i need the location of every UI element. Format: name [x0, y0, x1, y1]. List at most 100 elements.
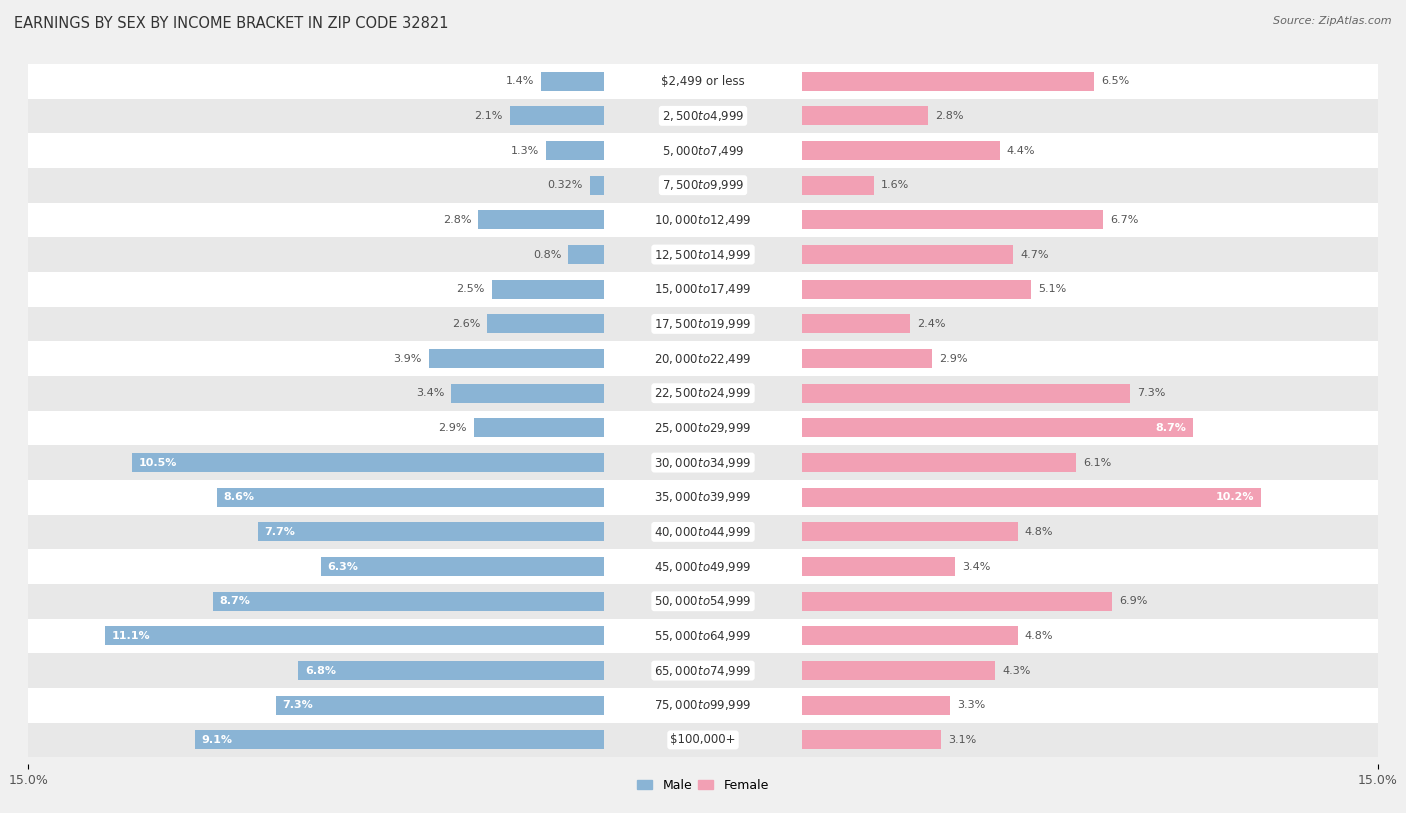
Bar [28, 307, 1378, 341]
Text: $75,000 to $99,999: $75,000 to $99,999 [654, 698, 752, 712]
Text: $40,000 to $44,999: $40,000 to $44,999 [654, 525, 752, 539]
Text: 2.8%: 2.8% [935, 111, 963, 121]
Bar [801, 730, 942, 750]
Bar [132, 453, 605, 472]
Text: $5,000 to $7,499: $5,000 to $7,499 [662, 144, 744, 158]
Text: 4.8%: 4.8% [1025, 631, 1053, 641]
Text: $30,000 to $34,999: $30,000 to $34,999 [654, 455, 752, 470]
Text: 1.3%: 1.3% [510, 146, 538, 155]
Bar [28, 688, 1378, 723]
Bar [801, 696, 950, 715]
Text: 6.3%: 6.3% [328, 562, 359, 572]
Bar [589, 176, 605, 195]
Text: 7.7%: 7.7% [264, 527, 295, 537]
Bar [28, 723, 1378, 757]
Text: $35,000 to $39,999: $35,000 to $39,999 [654, 490, 752, 504]
Text: $65,000 to $74,999: $65,000 to $74,999 [654, 663, 752, 677]
Bar [801, 349, 932, 368]
Text: 3.1%: 3.1% [948, 735, 976, 745]
Text: $55,000 to $64,999: $55,000 to $64,999 [654, 629, 752, 643]
Text: $15,000 to $17,499: $15,000 to $17,499 [654, 282, 752, 296]
Bar [28, 446, 1378, 480]
Text: $25,000 to $29,999: $25,000 to $29,999 [654, 421, 752, 435]
Text: 2.8%: 2.8% [443, 215, 471, 225]
Text: 3.3%: 3.3% [957, 700, 986, 711]
Text: $20,000 to $22,499: $20,000 to $22,499 [654, 351, 752, 366]
Text: 5.1%: 5.1% [1038, 285, 1066, 294]
Bar [801, 72, 1094, 91]
Text: 6.8%: 6.8% [305, 666, 336, 676]
Bar [28, 654, 1378, 688]
Bar [801, 661, 995, 680]
Bar [509, 107, 605, 125]
Bar [801, 107, 928, 125]
Text: 10.2%: 10.2% [1216, 492, 1254, 502]
Bar [28, 167, 1378, 202]
Bar [801, 592, 1112, 611]
Bar [28, 515, 1378, 550]
Text: 2.9%: 2.9% [439, 423, 467, 433]
Legend: Male, Female: Male, Female [633, 774, 773, 797]
Text: $100,000+: $100,000+ [671, 733, 735, 746]
Bar [568, 245, 605, 264]
Bar [217, 488, 605, 506]
Bar [276, 696, 605, 715]
Text: Source: ZipAtlas.com: Source: ZipAtlas.com [1274, 16, 1392, 26]
Text: 8.7%: 8.7% [219, 596, 250, 606]
Text: 9.1%: 9.1% [201, 735, 232, 745]
Text: 2.1%: 2.1% [474, 111, 503, 121]
Text: 3.4%: 3.4% [962, 562, 990, 572]
Bar [212, 592, 605, 611]
Bar [541, 72, 605, 91]
Bar [104, 626, 605, 646]
Text: 10.5%: 10.5% [138, 458, 177, 467]
Text: $10,000 to $12,499: $10,000 to $12,499 [654, 213, 752, 227]
Bar [28, 480, 1378, 515]
Text: $2,499 or less: $2,499 or less [661, 75, 745, 88]
Text: 3.9%: 3.9% [394, 354, 422, 363]
Bar [801, 453, 1077, 472]
Bar [451, 384, 605, 402]
Bar [28, 376, 1378, 411]
Bar [28, 202, 1378, 237]
Bar [321, 557, 605, 576]
Bar [801, 211, 1104, 229]
Text: $7,500 to $9,999: $7,500 to $9,999 [662, 178, 744, 192]
Bar [28, 133, 1378, 167]
Text: $50,000 to $54,999: $50,000 to $54,999 [654, 594, 752, 608]
Bar [28, 341, 1378, 376]
Text: 1.4%: 1.4% [506, 76, 534, 86]
Bar [28, 411, 1378, 446]
Text: 11.1%: 11.1% [111, 631, 150, 641]
Bar [801, 626, 1018, 646]
Bar [546, 141, 605, 160]
Bar [801, 176, 875, 195]
Text: 4.4%: 4.4% [1007, 146, 1035, 155]
Text: 4.8%: 4.8% [1025, 527, 1053, 537]
Text: 6.9%: 6.9% [1119, 596, 1147, 606]
Bar [474, 419, 605, 437]
Text: $2,500 to $4,999: $2,500 to $4,999 [662, 109, 744, 123]
Bar [801, 419, 1194, 437]
Text: 1.6%: 1.6% [880, 180, 908, 190]
Text: 3.4%: 3.4% [416, 389, 444, 398]
Text: 2.6%: 2.6% [451, 319, 481, 329]
Bar [801, 280, 1032, 298]
Text: 7.3%: 7.3% [1137, 389, 1166, 398]
Bar [801, 384, 1130, 402]
Text: 6.7%: 6.7% [1111, 215, 1139, 225]
Bar [801, 557, 955, 576]
Text: 0.32%: 0.32% [547, 180, 583, 190]
Bar [801, 488, 1261, 506]
Text: $22,500 to $24,999: $22,500 to $24,999 [654, 386, 752, 400]
Bar [298, 661, 605, 680]
Bar [28, 98, 1378, 133]
Bar [492, 280, 605, 298]
Text: $12,500 to $14,999: $12,500 to $14,999 [654, 247, 752, 262]
Text: $17,500 to $19,999: $17,500 to $19,999 [654, 317, 752, 331]
Text: 8.6%: 8.6% [224, 492, 254, 502]
Text: EARNINGS BY SEX BY INCOME BRACKET IN ZIP CODE 32821: EARNINGS BY SEX BY INCOME BRACKET IN ZIP… [14, 16, 449, 31]
Bar [801, 315, 910, 333]
Bar [486, 315, 605, 333]
Bar [28, 64, 1378, 98]
